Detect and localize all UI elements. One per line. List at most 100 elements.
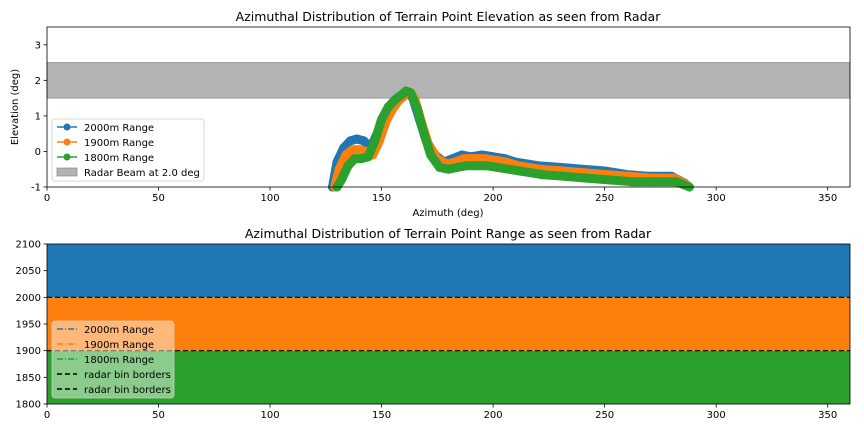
x-tick-label: 300	[707, 193, 726, 204]
elevation-chart: Azimuthal Distribution of Terrain Point …	[10, 9, 851, 219]
legend-entry-2000: 2000m Range	[57, 325, 154, 336]
x-tick-label: 350	[818, 410, 837, 421]
x-tick-label: 300	[707, 410, 726, 421]
data-point	[336, 175, 346, 185]
legend-label-2000: 2000m Range	[84, 325, 154, 336]
data-point	[604, 175, 614, 185]
y-tick-label: 1950	[16, 320, 41, 331]
elevation-chart-x-label: Azimuth (deg)	[412, 208, 483, 219]
legend-entry-2000: 2000m Range	[57, 123, 154, 134]
data-point	[350, 154, 360, 164]
legend-label-2000: 2000m Range	[84, 123, 154, 134]
data-point	[649, 177, 659, 187]
elevation-chart-y-label: Elevation (deg)	[10, 69, 21, 145]
radar-beam-band	[46, 62, 851, 99]
data-point	[412, 104, 422, 114]
data-point	[560, 171, 569, 181]
x-tick-label: 50	[152, 193, 165, 204]
legend-marker-1800	[63, 153, 71, 161]
data-point	[341, 150, 351, 160]
y-tick-label: 2050	[16, 266, 41, 277]
data-point	[481, 161, 491, 171]
x-tick-label: 150	[372, 193, 391, 204]
legend-entry-bin-border-2: radar bin borders	[57, 385, 171, 396]
data-point	[426, 150, 436, 160]
elevation-chart-frame	[46, 26, 851, 188]
x-tick-label: 100	[261, 410, 280, 421]
legend-marker-2000	[63, 123, 71, 131]
range-band-2000m-range	[47, 244, 850, 298]
data-point	[419, 129, 429, 139]
data-point	[671, 177, 681, 187]
data-point	[504, 164, 514, 174]
x-tick-label: 200	[484, 410, 503, 421]
data-point	[537, 170, 547, 180]
data-point	[363, 152, 373, 162]
range-band-1800m-range	[47, 350, 850, 404]
legend-label-bin-border-1: radar bin borders	[84, 370, 171, 381]
x-tick-label: 250	[595, 410, 614, 421]
legend-box	[51, 118, 205, 182]
data-point	[390, 95, 400, 105]
data-point	[348, 145, 358, 155]
x-tick-label: 350	[818, 193, 837, 204]
data-point	[435, 162, 445, 172]
data-point	[470, 161, 480, 171]
legend-label-bin-border-2: radar bin borders	[84, 385, 171, 396]
elevation-chart-title: Azimuthal Distribution of Terrain Point …	[236, 9, 662, 24]
y-tick-label: 2000	[16, 293, 41, 304]
y-tick-label: -1	[31, 183, 41, 194]
data-point	[468, 154, 478, 164]
legend-marker-1900	[63, 138, 71, 146]
x-tick-label: 250	[595, 193, 614, 204]
data-point	[383, 102, 393, 112]
legend-entry-1800: 1800m Range	[57, 153, 154, 164]
x-tick-label: 50	[152, 410, 165, 421]
legend-label-1900: 1900m Range	[84, 138, 154, 149]
legend-entry-1900: 1900m Range	[57, 138, 154, 149]
legend-label-1900: 1900m Range	[84, 340, 154, 351]
data-point	[582, 173, 592, 183]
x-tick-label: 200	[484, 193, 503, 204]
data-point	[444, 164, 453, 174]
y-tick-label: 1800	[16, 400, 41, 411]
range-band-1900m-range	[47, 297, 850, 351]
data-point	[406, 88, 416, 98]
x-tick-label: 100	[261, 193, 280, 204]
data-point	[370, 136, 380, 146]
legend-entry-bin-border-1: radar bin borders	[57, 370, 171, 381]
x-tick-label: 0	[44, 193, 50, 204]
legend-entry-1800: 1800m Range	[57, 355, 154, 366]
y-tick-label: 2100	[16, 240, 41, 251]
legend-label-beam: Radar Beam at 2.0 deg	[84, 168, 200, 179]
data-point	[452, 162, 462, 172]
legend-box	[51, 320, 175, 399]
data-point	[461, 161, 471, 171]
range-chart-title: Azimuthal Distribution of Terrain Point …	[245, 226, 652, 241]
series-1800m-range	[332, 86, 694, 192]
legend-label-1800: 1800m Range	[84, 153, 154, 164]
data-point	[459, 154, 469, 164]
y-tick-label: 0	[35, 147, 41, 158]
x-tick-label: 150	[372, 410, 391, 421]
data-point	[493, 162, 503, 172]
data-point	[515, 166, 525, 176]
y-tick-label: 3	[35, 40, 41, 51]
elevation-chart-legend: 2000m Range 1900m Range 1800m Range Rada…	[51, 118, 205, 182]
data-point	[479, 154, 489, 164]
data-point	[626, 177, 636, 187]
legend-entry-beam: Radar Beam at 2.0 deg	[56, 167, 200, 179]
series-1900m-range	[330, 88, 692, 192]
range-chart: Azimuthal Distribution of Terrain Point …	[16, 226, 851, 421]
range-chart-legend: 2000m Range 1900m Range 1800m Range rada…	[51, 320, 175, 399]
y-tick-label: 2	[35, 76, 41, 87]
data-point	[359, 136, 369, 146]
x-tick-label: 0	[44, 410, 50, 421]
data-point	[343, 161, 353, 171]
legend-label-1800: 1800m Range	[84, 355, 154, 366]
data-point	[377, 114, 387, 124]
legend-swatch-beam	[56, 167, 78, 177]
y-tick-label: 1900	[16, 346, 41, 357]
y-tick-label: 1850	[16, 373, 41, 384]
